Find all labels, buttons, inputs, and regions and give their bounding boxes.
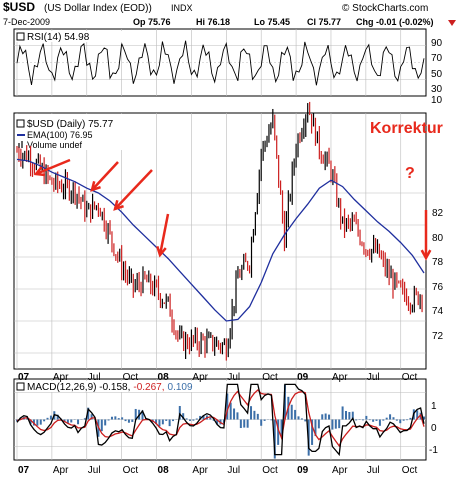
high-value: Hi 76.18 xyxy=(196,17,230,27)
open-value: Op 75.76 xyxy=(133,17,171,27)
x-tick-label: Apr xyxy=(53,372,69,383)
macd-legend: MACD(12,26,9) -0.158, -0.267, 0.109 xyxy=(27,382,193,393)
rsi-tick-70: 70 xyxy=(431,53,443,64)
price-tick-80: 80 xyxy=(432,233,444,244)
korrektur-annotation: Korrektur xyxy=(370,120,443,137)
rsi-label: RSI(14) 54.98 xyxy=(27,32,90,43)
macd-tick-1: 1 xyxy=(431,401,437,412)
price-panel xyxy=(13,112,427,370)
change-value: Chg -0.01 (-0.02%) xyxy=(356,17,434,27)
red-arrow-head xyxy=(113,199,124,211)
macd-line xyxy=(16,383,425,457)
x-tick-label: Oct xyxy=(123,465,139,476)
rsi-tick-90: 90 xyxy=(431,38,443,49)
rsi-legend-swatch xyxy=(16,32,25,41)
price-legend-main: $USD (Daily) 75.77 xyxy=(27,119,114,130)
x-tick-label: Oct xyxy=(123,372,139,383)
x-tick-label: Oct xyxy=(262,372,278,383)
ema-line xyxy=(16,158,425,322)
macd-signal-value: -0.267, xyxy=(133,382,164,393)
x-tick-label: Jul xyxy=(227,372,240,383)
red-arrow-shaft xyxy=(158,213,170,256)
macd-value: MACD(12,26,9) -0.158, xyxy=(27,382,130,393)
volume-legend-swatch-2 xyxy=(21,141,23,148)
macd-tick-0: 0 xyxy=(431,423,437,434)
macd-series xyxy=(16,383,425,459)
question-annotation: ? xyxy=(405,165,415,182)
red-arrow-head xyxy=(156,246,167,258)
x-axis-bottom: 07 Apr Jul Oct 08 Apr Jul Oct 09 Apr Jul Oct xyxy=(18,465,418,476)
x-tick-label: Oct xyxy=(402,372,418,383)
x-tick-label: 09 xyxy=(297,372,309,383)
x-tick-label: 08 xyxy=(158,465,170,476)
x-tick-label: Apr xyxy=(332,372,348,383)
x-tick-label: Jul xyxy=(88,465,101,476)
low-value: Lo 75.45 xyxy=(254,17,290,27)
down-arrow-icon xyxy=(448,20,456,26)
red-arrow-head xyxy=(420,249,432,261)
price-legend-bg xyxy=(15,114,130,150)
x-axis-mid: 07 Apr Jul Oct 08 Apr Jul Oct 09 Apr Jul Oct xyxy=(18,372,418,383)
red-arrow-shaft xyxy=(35,158,71,176)
price-tick-78: 78 xyxy=(432,257,444,268)
x-tick-label: Apr xyxy=(332,465,348,476)
x-tick-label: 08 xyxy=(158,372,170,383)
macd-tick-neg1: -1 xyxy=(429,445,438,456)
x-tick-label: 07 xyxy=(18,465,30,476)
rsi-tick-30: 30 xyxy=(431,84,443,95)
rsi-legend-bg xyxy=(15,31,127,42)
date-label: 7-Dec-2009 xyxy=(3,17,50,27)
macd-legend-swatch xyxy=(16,382,25,391)
price-tick-74: 74 xyxy=(432,306,444,317)
red-arrow-head xyxy=(33,166,46,177)
exchange-label: INDX xyxy=(171,3,193,13)
price-tick-72: 72 xyxy=(432,331,444,342)
red-arrow-shaft xyxy=(91,161,119,191)
red-arrow-head xyxy=(90,180,101,192)
brand-label: © StockCharts.com xyxy=(342,3,428,14)
rsi-tick-10: 10 xyxy=(431,95,443,106)
x-tick-label: 07 xyxy=(18,372,30,383)
price-tick-82: 82 xyxy=(432,208,444,219)
index-name: (US Dollar Index (EOD)) xyxy=(44,3,152,14)
ema-series xyxy=(16,158,425,322)
price-tick-76: 76 xyxy=(432,282,444,293)
price-legend-swatch xyxy=(16,119,25,128)
price-legend-ema: EMA(100) 76.95 xyxy=(27,130,93,140)
x-tick-label: Apr xyxy=(53,465,69,476)
price-bars xyxy=(16,101,423,361)
volume-legend-swatch xyxy=(18,143,20,148)
rsi-line xyxy=(16,40,425,86)
x-tick-label: Jul xyxy=(88,372,101,383)
macd-hist-value: 0.109 xyxy=(168,382,193,393)
x-tick-label: Jul xyxy=(367,465,380,476)
rsi-series xyxy=(16,40,425,86)
x-tick-label: Apr xyxy=(192,372,208,383)
x-tick-label: Jul xyxy=(227,465,240,476)
rsi-tick-50: 50 xyxy=(431,69,443,80)
annotation-arrows xyxy=(33,158,432,261)
x-tick-label: Oct xyxy=(402,465,418,476)
x-tick-label: Oct xyxy=(262,465,278,476)
x-tick-label: Apr xyxy=(192,465,208,476)
x-tick-label: 09 xyxy=(297,465,309,476)
x-tick-label: Jul xyxy=(367,372,380,383)
symbol-label: $USD xyxy=(3,0,35,14)
close-value: Cl 75.77 xyxy=(307,17,341,27)
price-legend-volume: Volume undef xyxy=(27,140,83,150)
macd-legend-bg xyxy=(15,381,245,392)
red-arrow-shaft xyxy=(114,169,153,210)
